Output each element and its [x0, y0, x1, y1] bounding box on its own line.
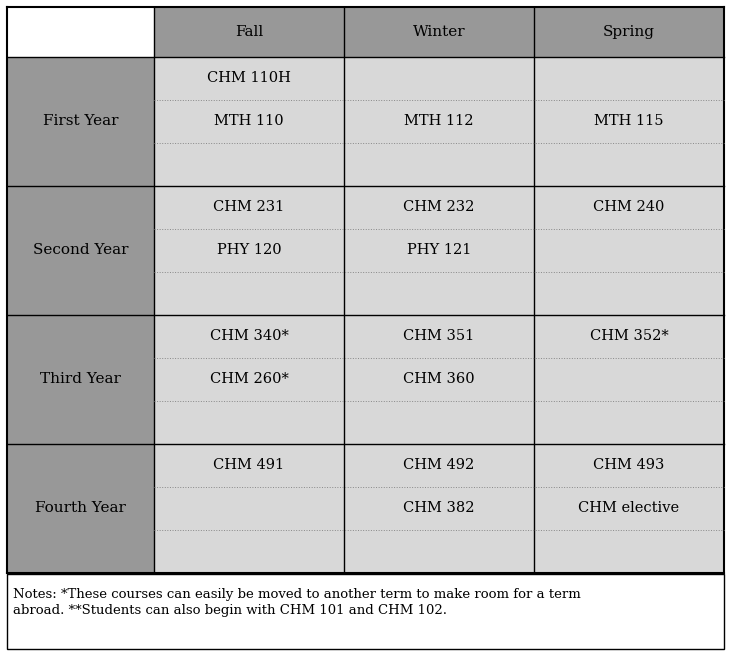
Text: CHM 351: CHM 351: [404, 329, 474, 343]
Bar: [154, 100, 344, 143]
Text: Fourth Year: Fourth Year: [35, 501, 126, 516]
Text: CHM 493: CHM 493: [594, 459, 664, 472]
Bar: [154, 315, 344, 358]
Bar: [154, 229, 344, 272]
Bar: [344, 315, 534, 358]
Text: Third Year: Third Year: [40, 373, 121, 386]
Bar: [344, 444, 534, 487]
Text: CHM 110H: CHM 110H: [207, 72, 291, 85]
Bar: [7, 315, 154, 444]
Bar: [534, 57, 724, 100]
Bar: [534, 229, 724, 272]
Bar: [7, 186, 154, 315]
Text: MTH 110: MTH 110: [214, 114, 284, 129]
Text: CHM 260*: CHM 260*: [210, 373, 289, 386]
Bar: [344, 530, 534, 573]
Bar: [7, 574, 724, 649]
Text: CHM 232: CHM 232: [404, 200, 474, 215]
Text: MTH 112: MTH 112: [404, 114, 474, 129]
Bar: [154, 401, 344, 444]
Text: Winter: Winter: [413, 25, 466, 39]
Bar: [7, 7, 154, 57]
Text: Fall: Fall: [235, 25, 263, 39]
Text: CHM 492: CHM 492: [404, 459, 474, 472]
Text: CHM 231: CHM 231: [213, 200, 284, 215]
Bar: [344, 186, 534, 229]
Bar: [154, 272, 344, 315]
Bar: [534, 143, 724, 186]
Bar: [534, 358, 724, 401]
Bar: [344, 358, 534, 401]
Bar: [7, 57, 154, 186]
Bar: [344, 401, 534, 444]
Bar: [7, 7, 724, 573]
Bar: [534, 100, 724, 143]
Bar: [534, 7, 724, 57]
Bar: [7, 574, 724, 649]
Bar: [534, 401, 724, 444]
Bar: [344, 57, 534, 100]
Text: First Year: First Year: [42, 114, 118, 129]
Bar: [7, 444, 154, 573]
Text: MTH 115: MTH 115: [594, 114, 664, 129]
Bar: [534, 315, 724, 358]
Bar: [154, 57, 344, 100]
Bar: [534, 272, 724, 315]
Bar: [154, 487, 344, 530]
Text: CHM elective: CHM elective: [578, 501, 680, 516]
Bar: [534, 186, 724, 229]
Bar: [154, 7, 344, 57]
Bar: [344, 272, 534, 315]
Bar: [154, 444, 344, 487]
Text: PHY 121: PHY 121: [407, 243, 471, 257]
Bar: [344, 7, 534, 57]
Bar: [154, 186, 344, 229]
Bar: [344, 143, 534, 186]
Text: CHM 340*: CHM 340*: [210, 329, 289, 343]
Text: Second Year: Second Year: [33, 243, 128, 257]
Text: Notes: *These courses can easily be moved to another term to make room for a ter: Notes: *These courses can easily be move…: [13, 588, 580, 601]
Bar: [534, 530, 724, 573]
Bar: [344, 229, 534, 272]
Bar: [344, 487, 534, 530]
Text: CHM 352*: CHM 352*: [590, 329, 668, 343]
Bar: [154, 530, 344, 573]
Text: CHM 382: CHM 382: [404, 501, 474, 516]
Bar: [534, 444, 724, 487]
Bar: [154, 358, 344, 401]
Text: CHM 240: CHM 240: [594, 200, 664, 215]
Text: abroad. **Students can also begin with CHM 101 and CHM 102.: abroad. **Students can also begin with C…: [13, 604, 447, 617]
Text: PHY 120: PHY 120: [216, 243, 281, 257]
Text: Spring: Spring: [603, 25, 655, 39]
Text: CHM 360: CHM 360: [404, 373, 475, 386]
Bar: [534, 487, 724, 530]
Bar: [344, 100, 534, 143]
Text: CHM 491: CHM 491: [213, 459, 284, 472]
Bar: [154, 143, 344, 186]
